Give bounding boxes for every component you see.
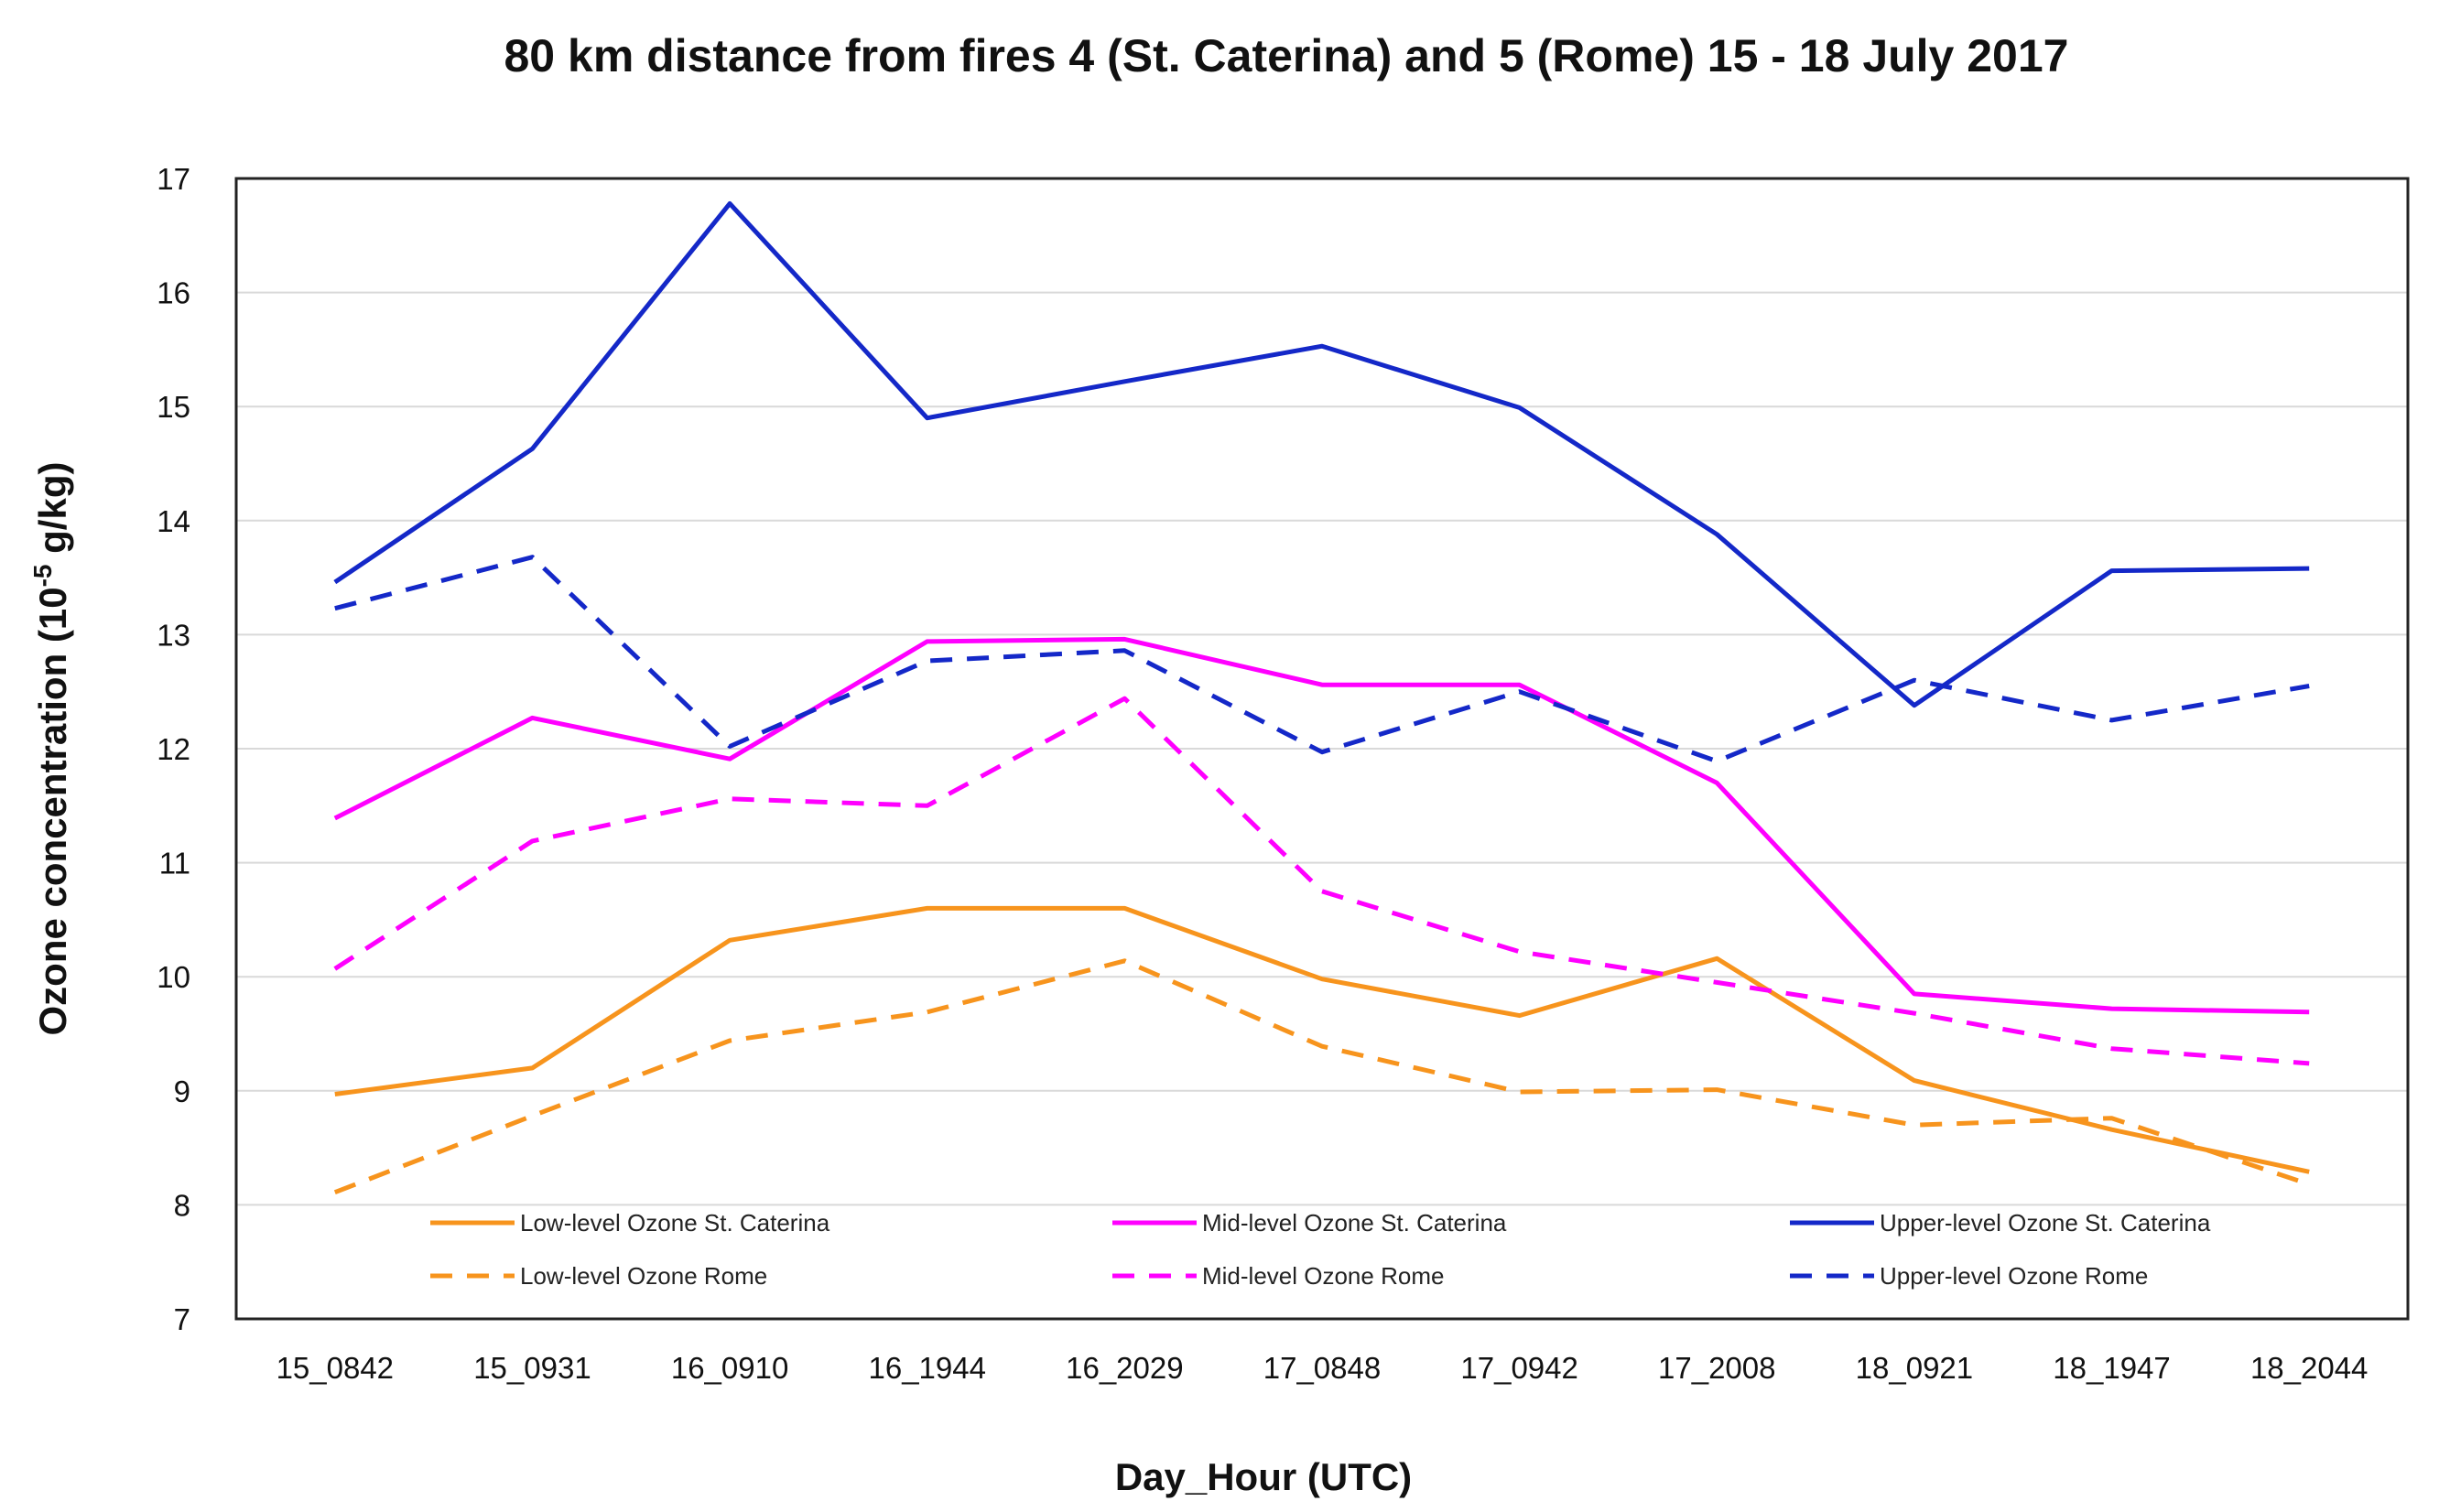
x-axis-ticks: 15_0842 15_0931 16_0910 16_1944 16_2029 17_08… <box>276 1351 2369 1385</box>
series-line-mid-level-ozone-rome <box>333 696 2310 1066</box>
y-tick-label: 10 <box>157 960 190 994</box>
x-axis-title: Day_Hour (UTC) <box>1115 1455 1412 1498</box>
y-tick-label: 13 <box>157 618 190 652</box>
y-tick-label: 12 <box>157 732 190 766</box>
x-tick-label: 18_2044 <box>2250 1351 2368 1385</box>
y-tick-label: 16 <box>157 276 190 310</box>
x-tick-label: 17_0942 <box>1460 1351 1577 1385</box>
x-tick-label: 15_0931 <box>473 1351 591 1385</box>
x-tick-label: 16_1944 <box>868 1351 985 1385</box>
y-tick-label: 11 <box>159 847 190 880</box>
series-line-low-level-ozone-st-caterina <box>334 905 2310 1174</box>
y-tick-label: 14 <box>157 504 190 538</box>
series-lines <box>333 200 2310 1195</box>
x-tick-label: 15_0842 <box>276 1351 394 1385</box>
legend-label: Mid-level Ozone St. Caterina <box>1202 1209 1507 1237</box>
y-axis-ticks: 7 8 9 10 11 12 13 14 15 16 17 <box>157 162 190 1336</box>
y-axis-title-unit: g/kg) <box>31 462 74 565</box>
y-tick-label: 9 <box>174 1075 190 1108</box>
legend-label: Mid-level Ozone Rome <box>1202 1262 1444 1290</box>
legend-label: Upper-level Ozone Rome <box>1880 1262 2148 1290</box>
legend-label: Upper-level Ozone St. Caterina <box>1880 1209 2211 1237</box>
y-axis-title-main: Ozone concentration (10 <box>31 587 74 1035</box>
x-tick-label: 17_2008 <box>1658 1351 1775 1385</box>
x-tick-label: 16_0910 <box>671 1351 788 1385</box>
y-tick-label: 17 <box>157 162 190 196</box>
y-tick-label: 15 <box>157 390 190 424</box>
y-axis-title-exponent: -5 <box>28 565 57 588</box>
y-axis-title: Ozone concentration (10-5 g/kg) <box>28 462 74 1036</box>
y-tick-label: 8 <box>174 1188 190 1222</box>
legend-label: Low-level Ozone St. Caterina <box>520 1209 830 1237</box>
plot-area-frame <box>234 177 2410 1321</box>
series-line-mid-level-ozone-st-caterina <box>333 636 2310 1015</box>
series-line-upper-level-ozone-rome <box>334 555 2310 764</box>
y-tick-label: 7 <box>174 1302 190 1336</box>
series-line-low-level-ozone-rome <box>333 958 2310 1195</box>
series-line-upper-level-ozone-st-caterina <box>333 200 2310 708</box>
x-tick-label: 17_0848 <box>1263 1351 1381 1385</box>
x-tick-label: 16_2029 <box>1066 1351 1183 1385</box>
x-tick-label: 18_1947 <box>2053 1351 2170 1385</box>
legend-label: Low-level Ozone Rome <box>520 1262 767 1290</box>
legend: Low-level Ozone St. Caterina Mid-level Oz… <box>430 1209 2211 1290</box>
gridlines <box>236 291 2408 1206</box>
chart-title: 80 km distance from fires 4 (St. Caterin… <box>504 30 2069 81</box>
x-tick-label: 18_0921 <box>1856 1351 1973 1385</box>
